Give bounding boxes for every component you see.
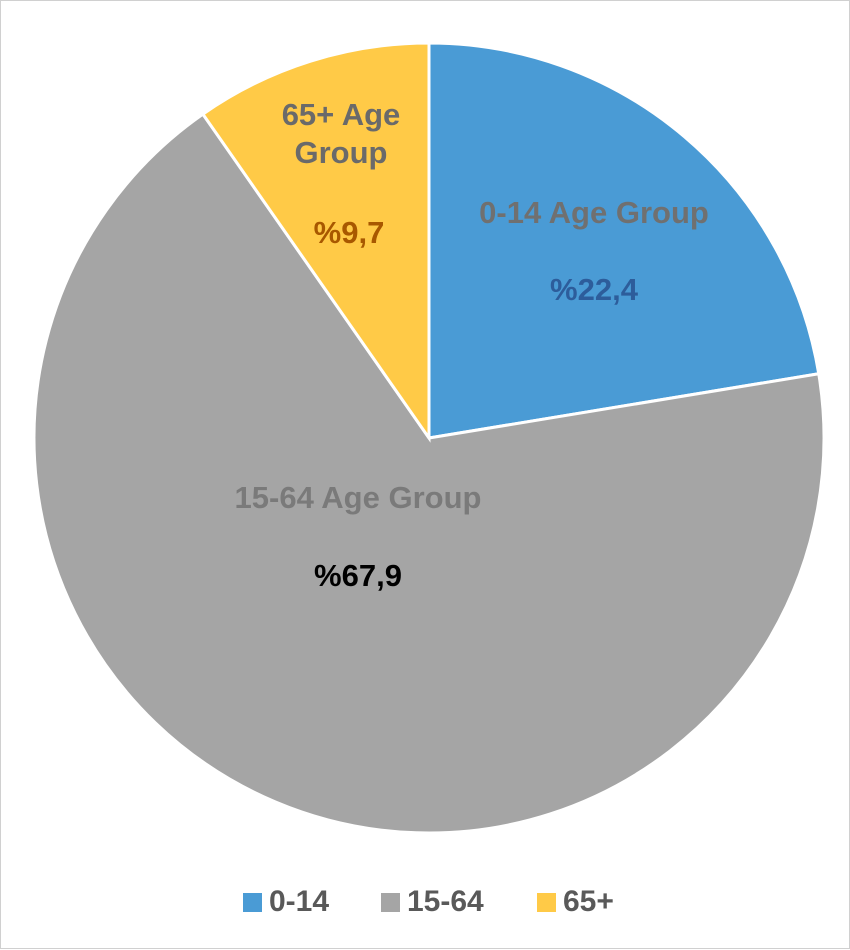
slice-label: 0-14 Age Group — [479, 195, 709, 230]
value-label: %9,7 — [313, 215, 385, 250]
slice-label: 15-64 Age Group — [234, 480, 482, 515]
pie-slice — [200, 41, 431, 443]
legend-label: 65+ — [563, 885, 614, 918]
legend-entry: 65+ — [537, 885, 614, 919]
pie-slice — [427, 41, 821, 440]
legend-entry: 15-64 — [381, 885, 484, 919]
legend-label: 0-14 — [269, 885, 330, 918]
legend-swatch — [243, 892, 262, 912]
legend-swatch — [381, 892, 400, 912]
legend-entry: 0-14 — [243, 885, 329, 919]
value-label: %22,4 — [550, 272, 638, 307]
value-label: %67,9 — [314, 558, 402, 593]
legend-label: 15-64 — [407, 885, 484, 918]
legend-swatch — [537, 892, 556, 912]
pie-slice — [32, 112, 826, 835]
slice-label: 65+ Age Group — [281, 97, 401, 170]
